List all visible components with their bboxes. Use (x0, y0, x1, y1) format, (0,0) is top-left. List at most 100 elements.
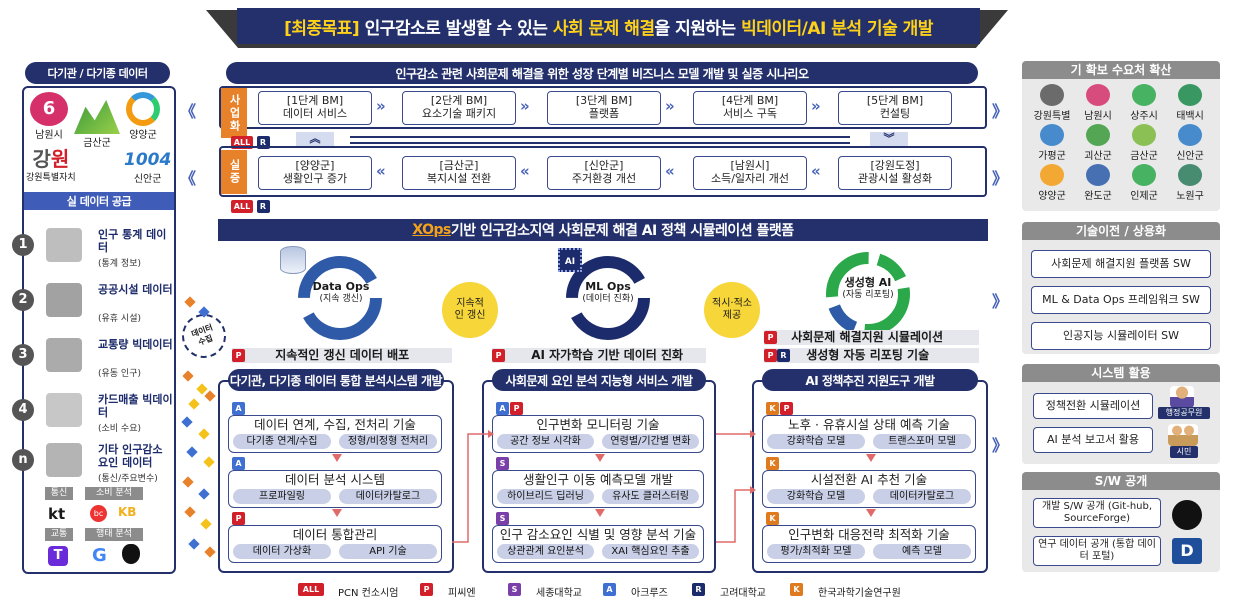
dev-item-pill: 강화학습 모델 (767, 489, 865, 504)
p-badge: P (764, 331, 777, 344)
all-badge-row2: ALL R (231, 199, 270, 213)
dev-item-title: 데이터 통합관리 (292, 527, 378, 542)
bm-step-box: [강원도정] 관광시설 활성화 (838, 156, 952, 190)
platform-title-text: 기반 인구감소지역 사회문제 해결 AI 정책 시뮬레이션 플랫폼 (450, 223, 794, 239)
demand-logo-label: 가평군 (1038, 151, 1066, 162)
demand-logo-label: 강원특별 (1033, 111, 1071, 122)
tech-item: 사회문제 해결지원 플랫폼 SW (1031, 250, 1211, 278)
goal-highlight-2: 빅데이터/AI 분석 기술 개발 (741, 18, 933, 39)
sw-item-github: 개발 S/W 공개 (Git-hub, SourceForge) (1033, 498, 1161, 528)
all-badge: ALL (231, 135, 253, 149)
bm-step-title: [남원시] (730, 159, 770, 172)
dev-item-box: 인구 감소요인 식별 및 영향 분석 기술 상관관계 요인분석 XAI 핵심요인 추… (492, 525, 704, 563)
demand-logo-label: 인제군 (1130, 191, 1158, 202)
continuous-update-circle: 지속적인 갱신 (442, 282, 498, 338)
kb-logo: KB (118, 505, 137, 519)
bm-commercial-row (219, 86, 987, 129)
bm-step-title: [3단계 BM] (575, 94, 633, 107)
platform-title: XOps 기반 인구감소지역 사회문제 해결 AI 정책 시뮬레이션 플랫폼 (218, 219, 988, 241)
data-ops-sub: (지속 갱신) (319, 294, 363, 304)
dev-item-pill: 프로파일링 (233, 489, 331, 504)
demand-logo-label: 태백시 (1176, 111, 1204, 122)
data-particle (198, 488, 210, 500)
dev-item-box: 데이터 연계, 수집, 전처리 기술 다기종 연계/수집 정형/비정형 전처리 (228, 415, 442, 453)
legend-label: 피씨엔 (448, 588, 476, 599)
dev-item-title: 인구 감소요인 식별 및 영향 분석 기술 (499, 527, 697, 542)
demand-logo-icon (1178, 164, 1202, 186)
logo-sinan: 1004 신안군 (124, 150, 171, 185)
demand-logo-icon (1040, 84, 1064, 106)
chevron-left-icon: « (811, 162, 821, 180)
goal-prefix: [최종목표] (284, 18, 360, 39)
bm-step-title: [2단계 BM] (430, 94, 488, 107)
kt-logo: kt (48, 505, 66, 523)
dev-item-pills: 프로파일링 데이터카탈로그 (229, 489, 441, 504)
dev-item-pill: 트랜스포머 모델 (873, 434, 971, 449)
apple-logo (122, 544, 140, 564)
data-item-title: 공공시설 데이터 (98, 283, 173, 296)
data-item-subtitle: (유휴 시설) (98, 314, 142, 324)
dev-item-box: 시설전환 AI 추천 기술 강화학습 모델 데이터카탈로그 (762, 470, 976, 508)
data-item-subtitle: (통신/주요변수) (98, 474, 158, 484)
geumsan-logo-icon (74, 100, 120, 134)
bc-card-logo: bc (90, 505, 107, 522)
logo-namwon-label: 남원시 (35, 130, 63, 141)
demand-logo-label: 완도군 (1084, 191, 1112, 202)
sys-title: 시스템 활용 (1022, 364, 1220, 382)
bm-demo-row (219, 146, 987, 197)
down-arrow-icon (595, 509, 605, 517)
dev-item-pills: 다기종 연계/수집 정형/비정형 전처리 (229, 434, 441, 449)
database-icon (280, 246, 306, 274)
goal-banner: [최종목표] 인구감소로 발생할 수 있는 사회 문제 해결 을 지원하는 빅데… (237, 8, 980, 44)
data-item-title: 인구 통계 데이터 (98, 228, 167, 254)
legend-label: 세종대학교 (536, 588, 582, 599)
down-arrow-icon (332, 509, 342, 517)
data-item-title: 카드매출 빅데이터 (98, 393, 173, 419)
org-badges: K (766, 456, 780, 470)
k-badge: K (766, 456, 779, 470)
bm-step-desc: 요소기술 패키지 (421, 106, 497, 120)
dev-item-box: 생활인구 이동 예측모델 개발 하이브리드 딥러닝 유사도 클러스터링 (492, 470, 704, 508)
bm-step-box: [양양군] 생활인구 증가 (258, 156, 372, 190)
p-badge: P (764, 349, 777, 362)
dev-item-pills: 강화학습 모델 데이터카탈로그 (763, 489, 975, 504)
dev-item-box: 데이터 통합관리 데이터 가상화 API 기술 (228, 525, 442, 563)
p-badge: P (232, 511, 245, 525)
dev-column-title: 사회문제 요인 분석 지능형 서비스 개발 (492, 369, 706, 391)
tech-title: 기술이전 / 상용화 (1022, 222, 1220, 240)
data-particle (182, 476, 194, 488)
goal-highlight-1: 사회 문제 해결 (552, 18, 655, 39)
cycle-arrows-icon (566, 256, 650, 340)
dev-item-pill: 예측 모델 (873, 544, 971, 559)
logo-yangyang-label: 양양군 (129, 130, 157, 141)
r-badge: R (256, 135, 270, 149)
dev-item-title: 생활인구 이동 예측모델 개발 (523, 472, 673, 487)
dev-item-box: 인구변화 대응전략 최적화 기술 평가/최적화 모델 예측 모델 (762, 525, 976, 563)
xops-label: XOps (412, 222, 451, 238)
gen-ai-name: 생성형 AI (844, 276, 892, 289)
feature-1-label: 지속적인 갱신 데이터 배포 (275, 348, 410, 362)
demand-logo-icon (1040, 124, 1064, 146)
ml-ops-text: ML Ops (데이터 진화) (572, 280, 644, 306)
google-logo: G (92, 545, 107, 566)
sys-item-2: AI 분석 보고서 활용 (1033, 427, 1153, 453)
dev-item-pills: 평가/최적화 모델 예측 모델 (763, 544, 975, 559)
chevron-right-icon: 》 (992, 292, 1009, 311)
timely-delivery-circle: 적시·적소 제공 (704, 282, 760, 338)
cycle-arrows-icon (298, 256, 382, 340)
bm-commercial-label: 사업화 (221, 88, 247, 138)
dev-item-title: 인구변화 모니터링 기술 (536, 417, 660, 432)
bm-step-desc: 플랫폼 (588, 106, 620, 120)
s-badge: S (496, 456, 509, 470)
dev-item-box: 데이터 분석 시스템 프로파일링 데이터카탈로그 (228, 470, 442, 508)
bm-step-desc: 관광시설 활성화 (857, 171, 933, 185)
demand-logo-label: 상주시 (1130, 111, 1158, 122)
bm-step-title: [양양군] (295, 159, 335, 172)
data-item-icon (46, 393, 82, 427)
dev-item-pill: 공간 정보 시각화 (497, 434, 594, 449)
feature-bar-1: P 지속적인 갱신 데이터 배포 (232, 348, 452, 363)
data-particle (204, 546, 216, 558)
ml-ops-name: ML Ops (585, 280, 631, 293)
p-badge: P (780, 401, 793, 415)
chevron-left-icon: « (665, 162, 675, 180)
